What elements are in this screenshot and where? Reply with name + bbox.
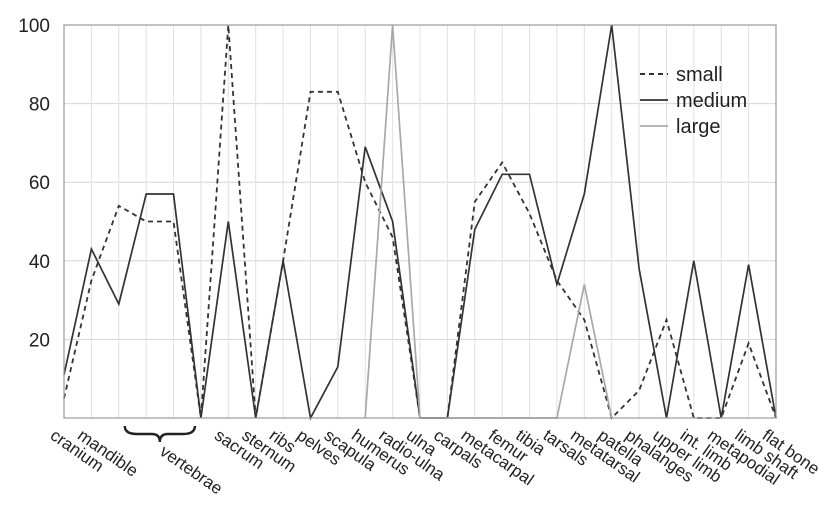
legend-label-large: large [676, 116, 720, 138]
y-tick-label: 80 [29, 95, 50, 116]
legend-label-medium: medium [676, 90, 747, 112]
series-line-large [364, 24, 613, 419]
brace-shape [123, 425, 197, 443]
y-tick-label: 40 [29, 252, 50, 273]
x-tick-label: vertebrae [156, 442, 226, 499]
plot-frame [63, 24, 777, 419]
y-tick-label: 100 [18, 16, 50, 37]
y-axis-tick-labels: 20 40 60 80 100 [18, 16, 50, 351]
series-line-small [63, 24, 777, 420]
y-tick-label: 60 [29, 173, 50, 194]
axes [63, 24, 777, 419]
legend: small medium large [640, 64, 747, 138]
y-tick-label: 20 [29, 330, 50, 351]
vertebrae-brace [123, 425, 197, 443]
legend-label-small: small [676, 64, 723, 86]
